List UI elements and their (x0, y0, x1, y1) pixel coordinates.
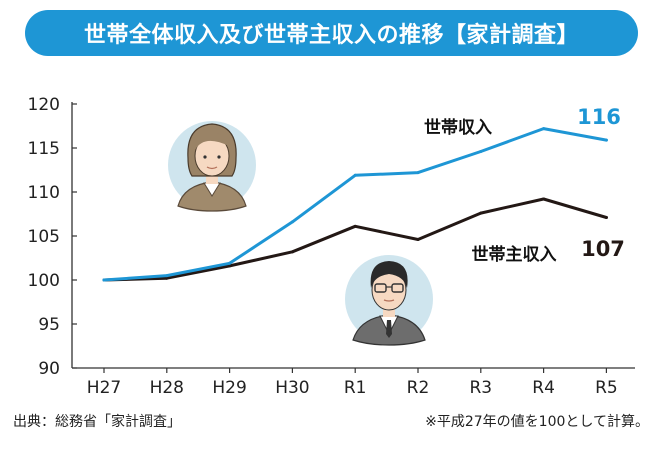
y-tick-label: 100 (28, 271, 60, 291)
x-tick-label: H27 (87, 378, 121, 398)
axes-layer: 90 95 100 105 110 115 120 H27 H28 H29 H30 R1 R2 R3 R4 R… (28, 95, 635, 398)
household-income-point-R4 (542, 127, 546, 131)
title-banner: 世帯全体収入及び世帯主収入の推移【家計調査】 (25, 10, 638, 56)
head-income-point-H28 (165, 276, 169, 280)
head-income-line (102, 197, 608, 282)
x-tick-label: H29 (212, 378, 246, 398)
y-tick-label: 95 (38, 315, 60, 335)
footnote: ※平成27年の値を100として計算。 (425, 414, 649, 430)
x-tick-label: H28 (150, 378, 184, 398)
head-income-point-R4 (542, 197, 546, 201)
head-income-end-value: 107 (581, 237, 625, 261)
household-income-point-H29 (228, 261, 232, 265)
x-tick-label: R2 (407, 378, 430, 398)
x-tick-label: R1 (344, 378, 367, 398)
head-income-point-H29 (228, 264, 232, 268)
x-tick-label: R3 (469, 378, 492, 398)
household-income-point-H30 (290, 220, 294, 224)
y-tick-label: 115 (28, 139, 60, 159)
head-income-point-R2 (416, 238, 420, 242)
head-income-point-H30 (290, 250, 294, 254)
household-income-point-R1 (353, 173, 357, 177)
household-income-point-R3 (479, 150, 483, 154)
y-tick-label: 120 (28, 95, 60, 115)
head-income-point-R1 (353, 224, 357, 228)
household-income-point-R2 (416, 171, 420, 175)
x-tick-label: R4 (532, 378, 555, 398)
household-income-point-R5 (604, 138, 608, 142)
chart-title: 世帯全体収入及び世帯主収入の推移【家計調査】 (83, 23, 579, 48)
household-income-point-H27 (102, 278, 106, 282)
illustrations-layer (168, 121, 433, 346)
man-avatar-icon (345, 255, 433, 346)
x-tick-label: H30 (275, 378, 309, 398)
y-tick-label: 105 (28, 227, 60, 247)
household-income-point-H28 (165, 274, 169, 278)
y-tick-label: 110 (28, 183, 60, 203)
y-tick-label: 90 (38, 359, 60, 379)
household-income-end-value: 116 (577, 105, 621, 129)
household-income-legend: 世帯収入 (424, 117, 492, 138)
head-income-point-R3 (479, 211, 483, 215)
head-income-point-R5 (604, 216, 608, 220)
woman-avatar-icon (168, 121, 256, 212)
series-layer (102, 127, 608, 282)
head-income-legend: 世帯主収入 (472, 244, 557, 265)
x-tick-label: R5 (595, 378, 618, 398)
source-credit: 出典：総務省「家計調査」 (13, 414, 181, 430)
